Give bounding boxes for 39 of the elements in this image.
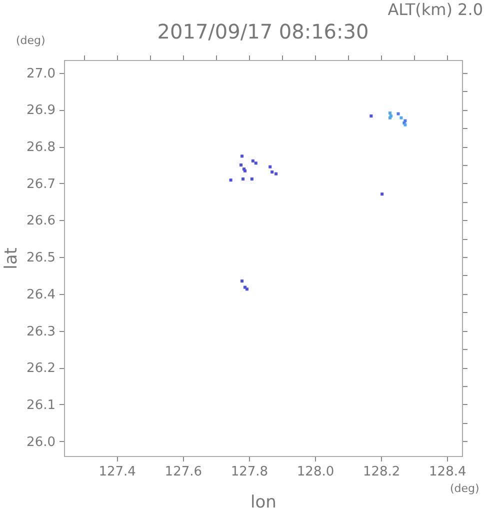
x-tick-label: 127.4 xyxy=(98,464,136,480)
y-tick-label: 26.7 xyxy=(26,176,56,192)
point xyxy=(240,280,244,283)
y-tick-label: 26.3 xyxy=(26,324,56,340)
point xyxy=(254,162,258,165)
x-tick-label: 128.4 xyxy=(429,464,466,480)
x-tick-label: 127.6 xyxy=(164,464,202,480)
y-tick-label: 26.1 xyxy=(26,398,56,413)
y-tick-label: 26.4 xyxy=(26,287,56,302)
point xyxy=(250,177,254,180)
point xyxy=(400,116,403,120)
y-tick-label: 26.6 xyxy=(26,214,56,229)
x-axis-title: lon xyxy=(250,492,276,512)
y-tick-label: 26.5 xyxy=(26,250,56,266)
chart-title: 2017/09/17 08:16:30 xyxy=(157,20,369,44)
point xyxy=(229,178,232,182)
point xyxy=(251,159,254,162)
point xyxy=(396,112,400,116)
text: (deg) xyxy=(450,482,480,495)
y-tick-label: 26.2 xyxy=(26,361,56,376)
y-tick-label: 26.9 xyxy=(26,103,56,118)
point xyxy=(240,154,244,158)
point xyxy=(240,163,243,166)
x-tick-label: 127.8 xyxy=(230,464,268,480)
point xyxy=(270,170,274,174)
y-tick-label: 26.8 xyxy=(26,140,56,156)
point xyxy=(242,177,245,180)
point xyxy=(370,114,373,118)
point xyxy=(388,112,392,115)
point xyxy=(380,192,384,196)
y-tick-label: 26.0 xyxy=(26,434,56,450)
x-tick-label: 128.2 xyxy=(362,464,400,480)
y-tick-label: 27.0 xyxy=(26,66,56,82)
y-axis-title: lat xyxy=(2,247,22,270)
point xyxy=(268,165,272,168)
x-tick-label: 128.0 xyxy=(296,464,334,480)
text: ALT(km) 2.0 xyxy=(388,0,483,19)
text: (deg) xyxy=(16,34,46,47)
point xyxy=(274,172,278,176)
